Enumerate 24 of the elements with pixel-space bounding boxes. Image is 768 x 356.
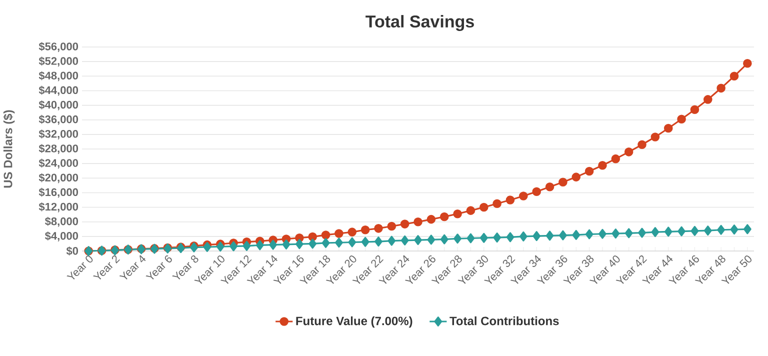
y-axis-title: US Dollars ($) <box>3 110 15 188</box>
y-tick-label: $40,000 <box>38 100 78 110</box>
x-tick-label: Year 8 <box>172 255 198 280</box>
y-tick-label: $8,000 <box>44 216 78 227</box>
y-tick-label: $48,000 <box>38 71 78 82</box>
x-tick-label: Year 4 <box>119 255 146 280</box>
y-tick-label: $4,000 <box>44 232 78 242</box>
y-tick-label: $0 <box>66 246 78 256</box>
y-tick-label: $20,000 <box>38 173 78 184</box>
y-tick-label: $36,000 <box>38 114 78 125</box>
chart-title: Total Savings <box>366 15 474 31</box>
x-tick-label: Year 0 <box>66 256 93 280</box>
y-tick-label: $12,000 <box>38 202 78 212</box>
x-tick-label: Year 6 <box>146 255 172 280</box>
y-tick-label: $56,000 <box>38 42 78 52</box>
legend-label: Total Contributions <box>450 316 559 326</box>
y-tick-label: $52,000 <box>38 56 78 67</box>
y-tick-label: $44,000 <box>38 86 78 96</box>
y-tick-label: $28,000 <box>38 144 78 154</box>
legend-label: Future Value (7.00%) <box>296 316 412 328</box>
y-tick-label: $24,000 <box>38 158 78 169</box>
y-tick-label: $32,000 <box>38 130 78 140</box>
y-tick-label: $16,000 <box>38 188 78 198</box>
x-tick-label: Year 2 <box>92 255 120 280</box>
